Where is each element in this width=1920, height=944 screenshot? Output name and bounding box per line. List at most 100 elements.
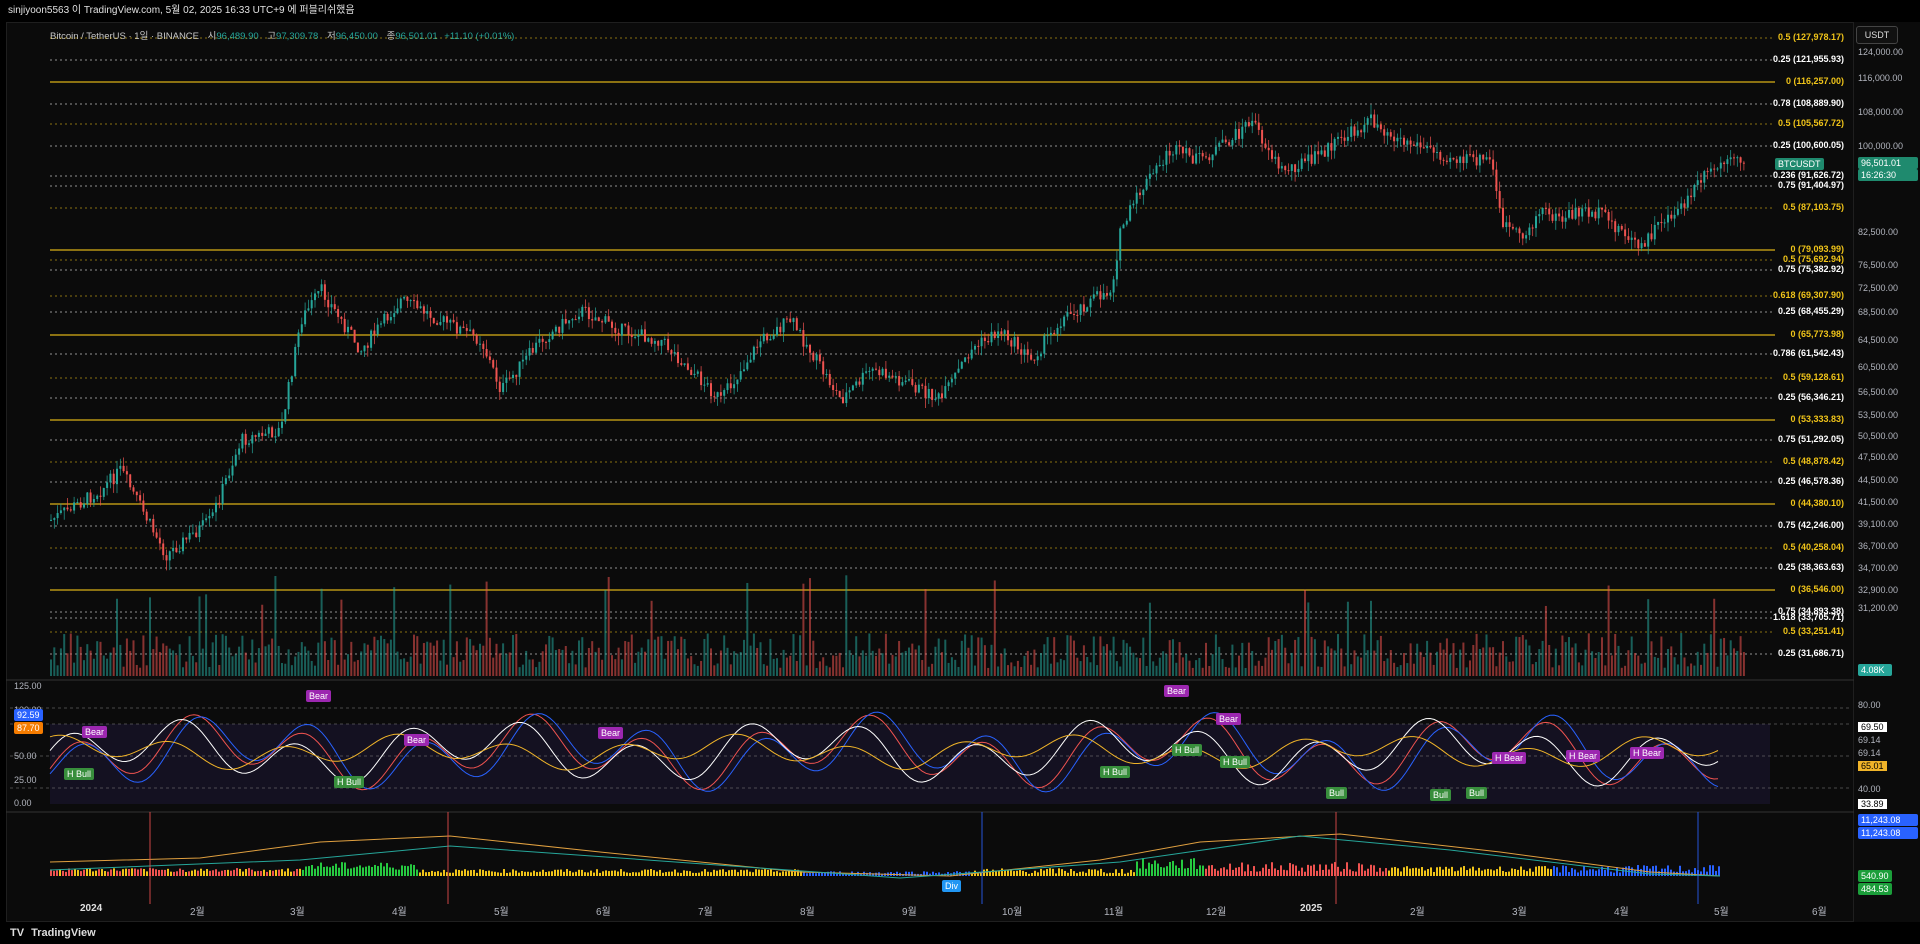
oscillator-left-tick: 0.00 xyxy=(14,798,32,808)
oscillator-right-tick: 69.50 xyxy=(1858,722,1887,732)
publish-info-bar: sinjiyoon5563 이 TradingView.com, 5월 02, … xyxy=(0,0,1920,22)
fib-level-label: 0.786 (61,542.43) xyxy=(1772,348,1844,358)
fib-level-label: 0.5 (33,251.41) xyxy=(1782,626,1844,636)
oscillator-right-tick: 40.00 xyxy=(1858,784,1881,794)
publish-info-text: sinjiyoon5563 이 TradingView.com, 5월 02, … xyxy=(8,5,355,16)
histogram-badge-3: 540.90 xyxy=(1858,870,1892,882)
price-tick: 39,100.00 xyxy=(1858,519,1899,529)
close-value: 96,501.01 xyxy=(395,31,438,42)
fib-level-label: 0 (79,093.99) xyxy=(1790,244,1844,254)
low-value: 96,450.00 xyxy=(335,31,378,42)
time-axis-label: 9월 xyxy=(902,907,917,918)
oscillator-right-tick: 69.14 xyxy=(1858,748,1881,758)
price-tick: 100,000.00 xyxy=(1858,141,1904,151)
fib-level-label: 0.75 (34,893.38) xyxy=(1777,606,1844,616)
price-tick: 32,900.00 xyxy=(1858,585,1899,595)
bull-divergence-tag: H Bull xyxy=(1220,756,1251,768)
fib-level-label: 0.25 (68,455.29) xyxy=(1777,306,1844,316)
bull-divergence-tag: Bull xyxy=(1430,789,1452,801)
price-tick: 36,700.00 xyxy=(1858,541,1899,551)
oscillator-left-tick: 25.00 xyxy=(14,775,37,785)
bear-divergence-tag: Bear xyxy=(1216,713,1242,725)
open-label: 시 xyxy=(207,31,217,42)
bull-divergence-tag: Bull xyxy=(1326,787,1348,799)
time-axis-label: 3월 xyxy=(1512,907,1527,918)
fib-level-label: 0 (53,333.83) xyxy=(1790,414,1844,424)
fib-level-label: 0 (65,773.98) xyxy=(1790,329,1844,339)
bull-divergence-tag: Bull xyxy=(1466,787,1488,799)
fib-level-label: 0.75 (75,382.92) xyxy=(1777,264,1844,274)
div-tag: Div xyxy=(942,880,961,892)
bull-divergence-tag: H Bull xyxy=(1172,744,1203,756)
oscillator-badge-1: 92.59 xyxy=(14,709,43,721)
price-tick: 124,000.00 xyxy=(1858,47,1904,57)
time-axis-label: 2024 xyxy=(80,903,103,914)
price-tick: 47,500.00 xyxy=(1858,452,1899,462)
time-axis-label: 8월 xyxy=(800,907,815,918)
bear-divergence-tag: H Bear xyxy=(1566,750,1601,762)
time-axis-label: 6월 xyxy=(596,907,611,918)
oscillator-right-tick: 33.89 xyxy=(1858,799,1887,809)
time-axis-label: 3월 xyxy=(290,907,305,918)
fib-level-label: 0.75 (91,404.97) xyxy=(1777,180,1844,190)
fib-level-label: 0 (44,380.10) xyxy=(1790,498,1844,508)
price-tick: 82,500.00 xyxy=(1858,227,1899,237)
volume-badge: 4.08K xyxy=(1858,664,1892,676)
fib-level-label: 0.5 (87,103.75) xyxy=(1782,202,1844,212)
chart-area[interactable] xyxy=(6,22,1854,922)
tradingview-logo-icon: TV xyxy=(10,927,25,939)
oscillator-left-tick: 125.00 xyxy=(14,681,42,691)
time-axis-label: 12월 xyxy=(1206,907,1227,918)
time-axis-label: 7월 xyxy=(698,907,713,918)
bull-divergence-tag: H Bull xyxy=(334,776,365,788)
oscillator-right-tick: 65.01 xyxy=(1858,761,1887,771)
price-tick: 116,000.00 xyxy=(1858,73,1903,83)
symbol-title[interactable]: Bitcoin / TetherUS · 1일 · BINANCE xyxy=(50,31,199,42)
price-tick: 76,500.00 xyxy=(1858,260,1899,270)
current-price-badge: 96,501.01 xyxy=(1858,157,1918,169)
currency-button[interactable]: USDT xyxy=(1856,26,1898,44)
fib-level-label: 0.5 (105,567.72) xyxy=(1777,118,1844,128)
symbol-legend: Bitcoin / TetherUS · 1일 · BINANCE 시96,48… xyxy=(50,28,514,42)
fib-level-label: 0.5 (40,258.04) xyxy=(1782,542,1844,552)
price-tick: 31,200.00 xyxy=(1858,603,1899,613)
fib-level-label: 0.5 (48,878.42) xyxy=(1782,456,1844,466)
current-symbol-badge: BTCUSDT xyxy=(1775,158,1824,170)
time-axis-label: 5월 xyxy=(494,907,509,918)
time-axis-label: 4월 xyxy=(392,907,407,918)
time-axis-label: 4월 xyxy=(1614,907,1629,918)
price-tick: 72,500.00 xyxy=(1858,283,1899,293)
bottom-bar: TV TradingView xyxy=(0,922,1920,944)
time-axis-label: 5월 xyxy=(1714,907,1729,918)
bull-divergence-tag: H Bull xyxy=(1100,766,1131,778)
price-tick: 44,500.00 xyxy=(1858,475,1899,485)
oscillator-right-tick: 69.14 xyxy=(1858,735,1881,745)
fib-level-label: 0.25 (38,363.63) xyxy=(1777,562,1844,572)
fib-level-label: 0 (116,257.00) xyxy=(1785,76,1844,86)
price-tick: 68,500.00 xyxy=(1858,307,1899,317)
close-label: 종 xyxy=(386,31,396,42)
time-axis-label: 10월 xyxy=(1002,907,1023,918)
oscillator-left-tick: 50.00 xyxy=(14,751,37,761)
fib-level-label: 0.236 (91,626.72) xyxy=(1772,170,1844,180)
fib-level-label: 0 (36,546.00) xyxy=(1790,584,1844,594)
change-value: +11.10 (+0.01%) xyxy=(444,31,515,42)
fib-level-label: 0.25 (46,578.36) xyxy=(1777,476,1844,486)
price-tick: 60,500.00 xyxy=(1858,362,1899,372)
fib-level-label: 0.5 (59,128.61) xyxy=(1782,372,1844,382)
bear-divergence-tag: Bear xyxy=(306,690,332,702)
bear-divergence-tag: H Bear xyxy=(1630,747,1665,759)
price-tick: 53,500.00 xyxy=(1858,410,1899,420)
fib-level-label: 1.618 (33,705.71) xyxy=(1772,612,1844,622)
tradingview-logo[interactable]: TradingView xyxy=(31,927,96,939)
fib-level-label: 0.25 (56,346.21) xyxy=(1777,392,1844,402)
oscillator-badge-2: 87.70 xyxy=(14,722,43,734)
fib-level-label: 0.25 (121,955.93) xyxy=(1772,54,1844,64)
bear-divergence-tag: Bear xyxy=(598,727,624,739)
price-tick: 56,500.00 xyxy=(1858,387,1899,397)
low-label: 저 xyxy=(326,31,336,42)
price-tick: 34,700.00 xyxy=(1858,563,1899,573)
price-tick: 41,500.00 xyxy=(1858,497,1899,507)
time-axis-label: 6월 xyxy=(1812,907,1827,918)
histogram-badge-1: 11,243.08 xyxy=(1858,814,1918,826)
